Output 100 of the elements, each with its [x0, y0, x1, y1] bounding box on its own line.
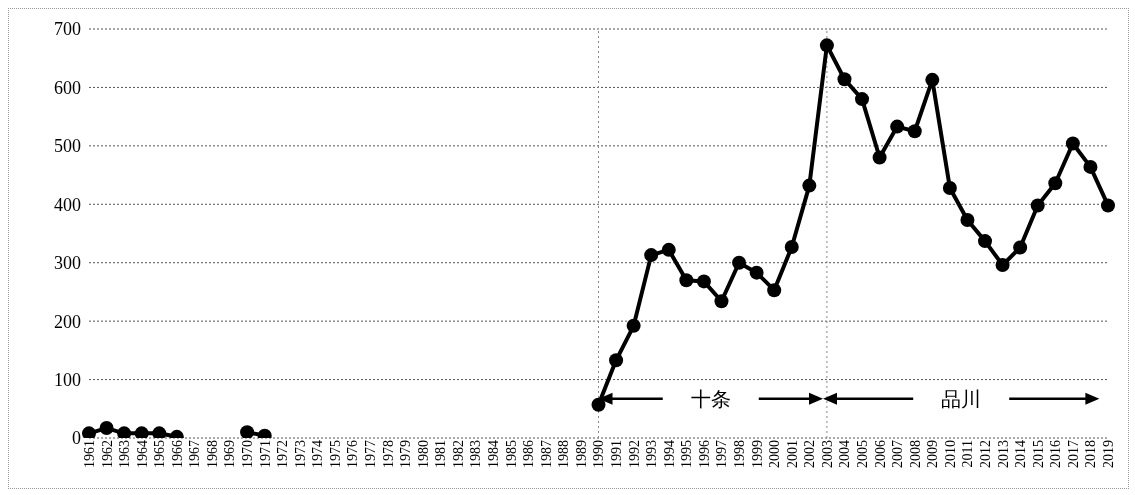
x-tick-label: 2004 — [837, 440, 853, 468]
x-tick-label: 2013 — [995, 440, 1011, 468]
point — [767, 283, 782, 298]
point — [1065, 136, 1080, 151]
y-tick-label: 300 — [54, 253, 81, 274]
x-tick-label: 2003 — [819, 440, 835, 468]
point — [995, 258, 1010, 273]
x-tick-label: 1978 — [380, 440, 396, 468]
x-tick-label: 2010 — [942, 440, 958, 468]
point — [855, 92, 870, 107]
point — [942, 180, 957, 195]
annotation: 十条 — [690, 386, 731, 411]
point — [679, 273, 694, 288]
point — [907, 124, 922, 139]
x-tick-label: 2016 — [1048, 440, 1064, 468]
x-tick-label: 1962 — [99, 440, 115, 468]
annotation: 品川 — [941, 386, 982, 411]
x-tick-label: 1971 — [257, 440, 273, 468]
x-tick-label: 1969 — [222, 440, 238, 468]
x-tick-label: 1976 — [345, 440, 361, 468]
x-tick-label: 2001 — [784, 440, 800, 468]
point — [1048, 176, 1063, 191]
point — [802, 178, 817, 193]
x-tick-label: 2017 — [1065, 440, 1081, 468]
point — [99, 421, 114, 436]
x-tick-label: 1996 — [696, 440, 712, 468]
x-tick-label: 2012 — [977, 440, 993, 468]
x-tick-label: 1973 — [292, 440, 308, 468]
point — [714, 294, 729, 309]
x-tick-label: 1987 — [538, 440, 554, 468]
point — [890, 119, 905, 134]
point — [644, 248, 659, 263]
x-tick-label: 1994 — [661, 440, 677, 468]
x-tick-label: 1963 — [117, 440, 133, 468]
x-tick-label: 2014 — [1013, 440, 1029, 468]
point — [117, 426, 132, 438]
point — [732, 255, 747, 270]
point — [837, 72, 852, 87]
y-tick-label: 200 — [54, 311, 81, 332]
x-tick-label: 1997 — [714, 440, 730, 468]
point — [661, 242, 676, 257]
x-tick-label: 2002 — [802, 440, 818, 468]
point — [1030, 198, 1045, 213]
x-tick-label: 1979 — [398, 440, 414, 468]
x-tick-label: 1991 — [609, 440, 625, 468]
y-tick-label: 400 — [54, 194, 81, 215]
x-tick-label: 1998 — [731, 440, 747, 468]
x-tick-label: 1995 — [679, 440, 695, 468]
x-tick-label: 2006 — [872, 440, 888, 468]
y-tick-label: 600 — [54, 77, 81, 98]
x-tick-label: 1961 — [81, 440, 97, 468]
x-tick-label: 1965 — [152, 440, 168, 468]
y-tick-label: 100 — [54, 369, 81, 390]
x-tick-label: 2019 — [1100, 440, 1116, 468]
x-tick-label: 1982 — [450, 440, 466, 468]
x-tick-label: 1972 — [275, 440, 291, 468]
point — [749, 265, 764, 280]
point — [591, 397, 606, 412]
point — [925, 72, 940, 87]
x-tick-label: 2011 — [960, 440, 976, 468]
y-tick-label: 700 — [54, 19, 81, 40]
x-tick-label: 2015 — [1030, 440, 1046, 468]
x-tick-label: 1993 — [644, 440, 660, 468]
x-tick-label: 1992 — [626, 440, 642, 468]
x-tick-label: 2009 — [925, 440, 941, 468]
x-tick-label: 2018 — [1083, 440, 1099, 468]
x-tick-label: 1981 — [433, 440, 449, 468]
point — [82, 426, 96, 438]
x-tick-label: 1980 — [415, 440, 431, 468]
point — [978, 234, 993, 249]
x-tick-label: 1999 — [749, 440, 765, 468]
x-tick-label: 1966 — [169, 440, 185, 468]
point — [872, 150, 887, 165]
y-tick-label: 500 — [54, 136, 81, 157]
point — [1013, 240, 1028, 255]
x-tick-label: 1990 — [591, 440, 607, 468]
point — [626, 318, 641, 333]
point — [1083, 159, 1098, 174]
x-tick-label: 2005 — [854, 440, 870, 468]
x-tick-label: 1964 — [134, 440, 150, 468]
x-tick-label: 1984 — [486, 440, 502, 468]
point — [152, 426, 167, 438]
x-tick-label: 1967 — [187, 440, 203, 468]
x-tick-label: 1970 — [240, 440, 256, 468]
x-tick-label: 1974 — [310, 440, 326, 468]
x-tick-label: 1983 — [468, 440, 484, 468]
x-tick-label: 2007 — [890, 440, 906, 468]
x-tick-label: 1977 — [363, 440, 379, 468]
point — [240, 425, 255, 438]
x-tick-label: 1968 — [204, 440, 220, 468]
x-tick-label: 2008 — [907, 440, 923, 468]
x-tick-label: 1989 — [573, 440, 589, 468]
x-tick-label: 1986 — [521, 440, 537, 468]
point — [1101, 198, 1115, 213]
point — [960, 213, 975, 228]
point — [609, 353, 624, 368]
x-tick-label: 1975 — [327, 440, 343, 468]
point — [819, 38, 834, 53]
point — [784, 239, 799, 254]
point — [696, 274, 711, 289]
